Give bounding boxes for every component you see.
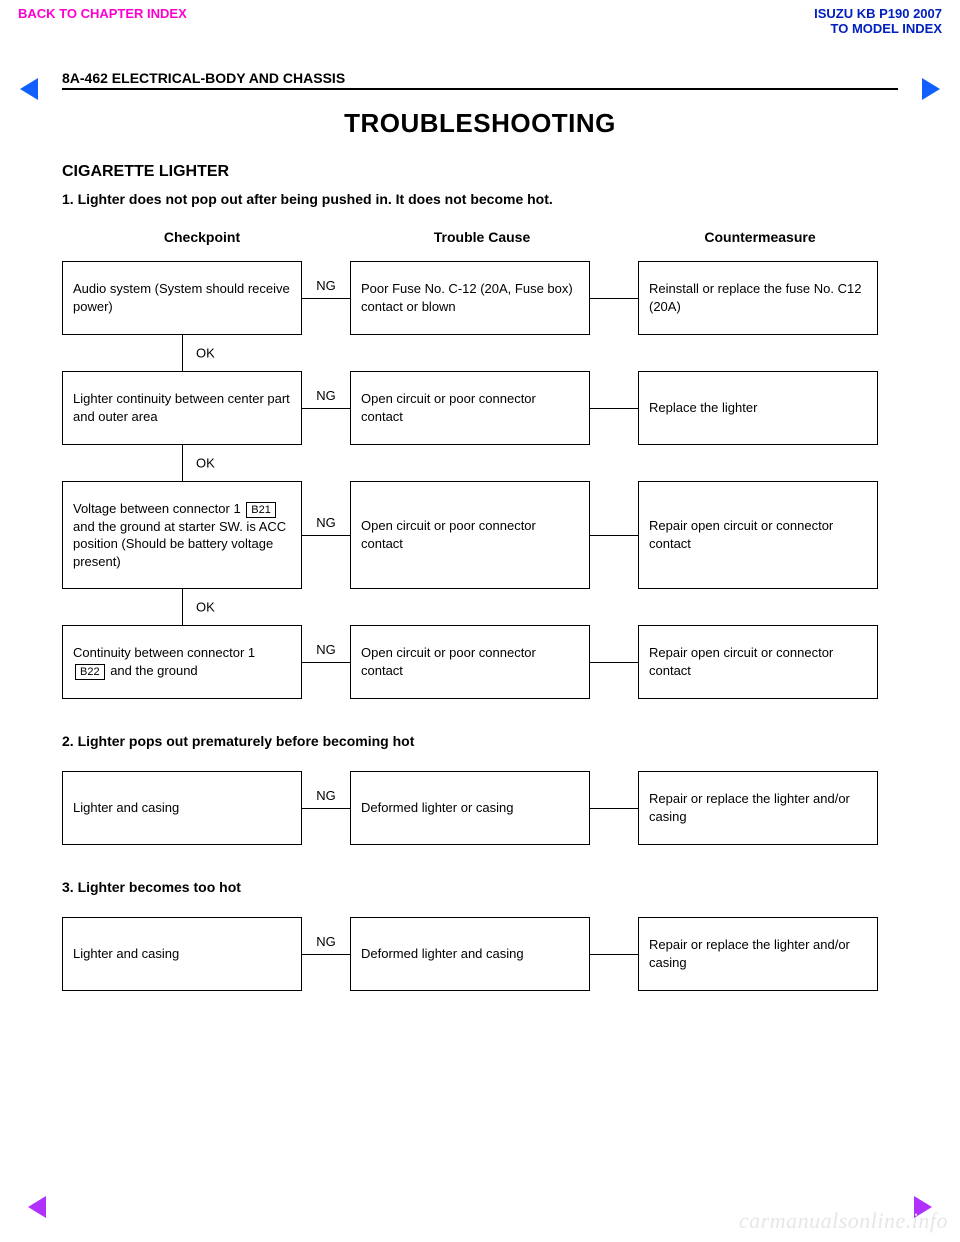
ng-label: NG xyxy=(314,642,338,657)
page-title: TROUBLESHOOTING xyxy=(62,108,898,139)
connector-ok: OK xyxy=(182,335,184,371)
trouble-cause-box: Deformed lighter or casing xyxy=(350,771,590,845)
connector-ok: OK xyxy=(182,445,184,481)
col-trouble-cause: Trouble Cause xyxy=(342,229,622,245)
checkpoint-box: Continuity between connector 1 B22 and t… xyxy=(62,625,302,699)
connector-h xyxy=(590,771,638,845)
connector-h xyxy=(590,371,638,445)
checkpoint-box: Lighter continuity between center part a… xyxy=(62,371,302,445)
trouble-cause-box: Open circuit or poor connector contact xyxy=(350,481,590,589)
connector-ng: NG xyxy=(302,771,350,845)
trouble-cause-box: Open circuit or poor connector contact xyxy=(350,625,590,699)
column-headers: CheckpointTrouble CauseCountermeasure xyxy=(62,229,898,245)
connector-h xyxy=(590,261,638,335)
section-heading: 1. Lighter does not pop out after being … xyxy=(62,191,898,207)
connector-ng: NG xyxy=(302,625,350,699)
connector-ng: NG xyxy=(302,917,350,991)
flow-row: Audio system (System should receive powe… xyxy=(62,261,898,335)
checkpoint-box: Lighter and casing xyxy=(62,771,302,845)
section-heading: 3. Lighter becomes too hot xyxy=(62,879,898,895)
connector-code: B22 xyxy=(75,664,105,680)
flow-row: Lighter and casing NG Deformed lighter and… xyxy=(62,917,898,991)
connector-ok: OK xyxy=(182,589,184,625)
connector-ng: NG xyxy=(302,481,350,589)
connector-code: B21 xyxy=(246,502,276,518)
connector-ng: NG xyxy=(302,371,350,445)
countermeasure-box: Replace the lighter xyxy=(638,371,878,445)
connector-ng: NG xyxy=(302,261,350,335)
countermeasure-box: Repair or replace the lighter and/or cas… xyxy=(638,917,878,991)
col-checkpoint: Checkpoint xyxy=(62,229,342,245)
ng-label: NG xyxy=(314,388,338,403)
countermeasure-box: Repair open circuit or connector contact xyxy=(638,625,878,699)
prev-page-arrow-bottom[interactable] xyxy=(28,1196,46,1218)
connector-h xyxy=(590,625,638,699)
ng-label: NG xyxy=(314,934,338,949)
watermark: carmanualsonline.info xyxy=(739,1208,948,1234)
page-header: 8A-462 ELECTRICAL-BODY AND CHASSIS xyxy=(62,70,898,90)
col-countermeasure: Countermeasure xyxy=(622,229,898,245)
ok-label: OK xyxy=(196,346,215,361)
checkpoint-box: Lighter and casing xyxy=(62,917,302,991)
ng-label: NG xyxy=(314,278,338,293)
section-heading: 2. Lighter pops out prematurely before b… xyxy=(62,733,898,749)
section-subtitle: CIGARETTE LIGHTER xyxy=(62,163,898,181)
ng-label: NG xyxy=(314,515,338,530)
ok-label: OK xyxy=(196,456,215,471)
trouble-cause-box: Open circuit or poor connector contact xyxy=(350,371,590,445)
page-body: 8A-462 ELECTRICAL-BODY AND CHASSIS TROUB… xyxy=(0,0,960,1031)
checkpoint-box: Audio system (System should receive powe… xyxy=(62,261,302,335)
flow-row: Lighter and casing NG Deformed lighter or … xyxy=(62,771,898,845)
countermeasure-box: Repair or replace the lighter and/or cas… xyxy=(638,771,878,845)
connector-h xyxy=(590,917,638,991)
flow-row: Continuity between connector 1 B22 and t… xyxy=(62,625,898,699)
countermeasure-box: Reinstall or replace the fuse No. C12 (2… xyxy=(638,261,878,335)
ng-label: NG xyxy=(314,788,338,803)
checkpoint-box: Voltage between connector 1 B21 and the … xyxy=(62,481,302,589)
ok-label: OK xyxy=(196,600,215,615)
trouble-cause-box: Deformed lighter and casing xyxy=(350,917,590,991)
countermeasure-box: Repair open circuit or connector contact xyxy=(638,481,878,589)
flow-row: Lighter continuity between center part a… xyxy=(62,371,898,445)
trouble-cause-box: Poor Fuse No. C-12 (20A, Fuse box) conta… xyxy=(350,261,590,335)
connector-h xyxy=(590,481,638,589)
flow-row: Voltage between connector 1 B21 and the … xyxy=(62,481,898,589)
